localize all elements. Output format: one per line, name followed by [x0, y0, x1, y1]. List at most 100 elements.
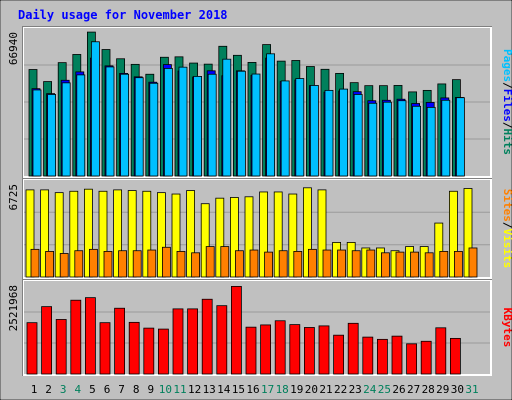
kbytes-bar	[333, 334, 345, 375]
label-separator: /	[501, 222, 512, 229]
pages-bar	[412, 105, 422, 177]
x-tick-label: 7	[118, 383, 125, 396]
x-tick-label: 3	[60, 383, 67, 396]
pages-bar	[441, 99, 451, 177]
x-tick-label: 11	[173, 383, 186, 396]
visits-bar	[127, 190, 137, 278]
sites-bar	[264, 251, 274, 278]
kbytes-bar	[85, 297, 96, 375]
y-max-label: 2521968	[7, 285, 20, 331]
kbytes-bar	[187, 308, 199, 375]
visits-bar	[84, 188, 93, 278]
visits-bar	[186, 190, 196, 278]
kbytes-bar	[376, 338, 388, 375]
sites-bar	[395, 251, 405, 278]
sites-bar	[453, 251, 463, 278]
series-name-pages: Pages	[501, 49, 512, 82]
sites-bar	[45, 251, 54, 278]
x-tick-label: 6	[104, 383, 111, 396]
series-label: KBytes	[501, 308, 512, 348]
sites-bar	[234, 250, 244, 278]
sites-bar	[380, 252, 390, 278]
x-tick-label: 10	[159, 383, 172, 396]
series-name-files: Files	[501, 89, 512, 122]
pages-bar	[295, 78, 305, 177]
visits-bar	[244, 196, 254, 278]
kbytes-bar	[41, 306, 52, 375]
visits-bar	[156, 192, 166, 278]
visits-bar	[259, 191, 269, 278]
kbytes-bar	[128, 321, 140, 375]
label-separator: /	[501, 82, 512, 89]
sites-bar	[103, 251, 113, 278]
visits-bar	[229, 197, 239, 278]
pages-bar	[207, 73, 217, 177]
hits-files-pages-panel	[22, 26, 492, 178]
sites-bar	[468, 247, 478, 278]
x-tick-label: 24	[363, 383, 377, 396]
kbytes-bar	[449, 337, 461, 375]
visits-bar	[200, 203, 210, 278]
visits-bar	[25, 189, 35, 278]
kbytes-bar	[362, 336, 374, 375]
pages-bar	[149, 82, 159, 177]
kbytes-bar	[303, 327, 315, 375]
visits-sites-panel	[22, 178, 492, 279]
pages-bar	[105, 66, 115, 177]
sites-bar	[249, 249, 259, 278]
x-tick-label: 18	[276, 383, 289, 396]
kbytes-bar	[318, 325, 330, 375]
x-tick-label: 19	[290, 383, 303, 396]
pages-bar	[61, 82, 71, 177]
x-tick-label: 16	[246, 383, 259, 396]
kbytes-bar	[114, 307, 125, 375]
x-tick-label: 31	[465, 383, 478, 396]
series-label: Pages/Files/Hits	[501, 49, 512, 155]
pages-bar	[353, 94, 363, 177]
visits-bar	[448, 190, 458, 278]
pages-bar	[426, 106, 436, 177]
kbytes-bar	[260, 324, 272, 375]
x-tick-label: 14	[217, 383, 231, 396]
kbytes-bar	[406, 343, 418, 375]
x-tick-label: 17	[261, 383, 274, 396]
sites-bar	[59, 253, 69, 278]
sites-bar	[337, 249, 347, 278]
y-max-labels: 66940 6725 2521968	[7, 32, 20, 331]
pages-bar	[455, 97, 465, 177]
kbytes-bar	[70, 299, 82, 375]
visits-bar	[171, 193, 181, 278]
sites-bar	[176, 251, 186, 278]
pages-bar	[76, 74, 86, 177]
x-tick-label: 13	[203, 383, 216, 396]
visits-bar	[288, 193, 298, 278]
x-tick-label: 12	[188, 383, 201, 396]
kbytes-bar	[26, 322, 38, 375]
x-tick-label: 27	[407, 383, 420, 396]
x-tick-label: 1	[31, 383, 38, 396]
sites-bar	[220, 246, 230, 278]
x-tick-label: 2	[45, 383, 52, 396]
x-tick-label: 26	[392, 383, 405, 396]
sites-bar	[439, 251, 449, 278]
pages-bar	[339, 88, 349, 177]
sites-bar	[132, 250, 142, 278]
kbytes-bar	[55, 319, 67, 375]
kbytes-bar	[435, 327, 447, 375]
pages-bar	[266, 53, 276, 177]
x-tick-label: 8	[133, 383, 140, 396]
kbytes-bar	[172, 308, 184, 375]
pages-bar	[91, 41, 100, 177]
series-label: Sites/Visits	[501, 189, 512, 269]
sites-bar	[351, 250, 361, 278]
x-tick-label: 28	[422, 383, 435, 396]
series-name-visits: Visits	[501, 229, 512, 269]
x-tick-label: 23	[349, 383, 362, 396]
visits-bar	[463, 188, 473, 278]
x-tick-label: 4	[74, 383, 81, 396]
kbytes-panel	[22, 279, 492, 376]
sites-bar	[89, 248, 98, 278]
sites-bar	[191, 252, 201, 278]
sites-bar	[147, 249, 157, 278]
series-name-hits: Hits	[501, 129, 512, 156]
